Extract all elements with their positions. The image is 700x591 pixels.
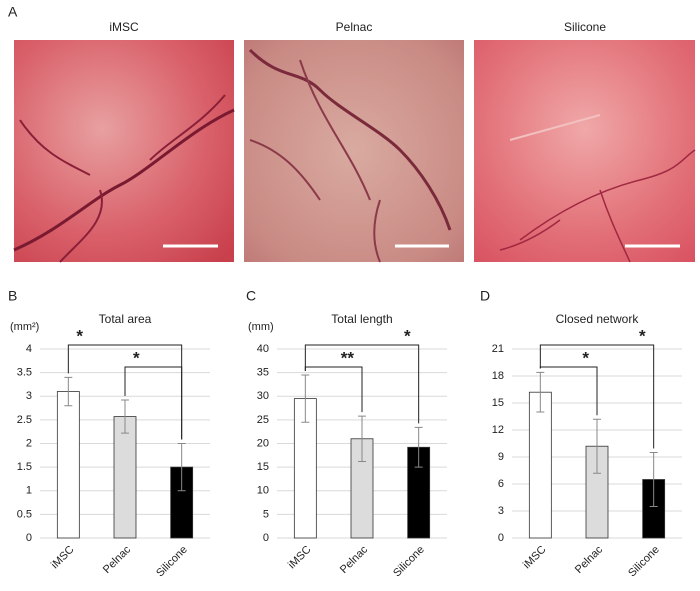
significance-label: * xyxy=(404,326,411,345)
error-bar xyxy=(414,426,423,468)
significance-bracket xyxy=(539,344,655,449)
x-tick-label: Silicone xyxy=(154,544,190,580)
chart-title: Total length xyxy=(331,312,392,326)
y-axis-label: (mm²) xyxy=(10,321,39,333)
panel-label: A xyxy=(8,4,18,20)
photo xyxy=(13,40,235,263)
bar xyxy=(56,391,80,539)
y-tick-label: 2 xyxy=(26,437,32,449)
y-tick-label: 25 xyxy=(257,414,269,426)
y-tick-label: 12 xyxy=(492,424,504,436)
y-tick-label: 10 xyxy=(257,485,269,497)
y-tick-label: 0 xyxy=(263,532,269,544)
x-tick-label: iMSC xyxy=(286,544,314,572)
x-tick-label: iMSC xyxy=(49,544,77,572)
significance-label: * xyxy=(133,348,140,367)
x-tick-label: Pelnac xyxy=(101,543,134,576)
photo-title: Pelnac xyxy=(336,20,373,34)
error-bar xyxy=(358,415,366,462)
y-tick-label: 1 xyxy=(26,485,32,497)
significance-label: * xyxy=(582,348,589,367)
x-tick-label: Pelnac xyxy=(573,543,606,576)
y-tick-label: 9 xyxy=(498,451,504,463)
y-tick-label: 4 xyxy=(26,343,32,355)
significance-bracket xyxy=(539,366,598,416)
photo-title: iMSC xyxy=(109,20,139,34)
y-tick-label: 21 xyxy=(492,343,504,355)
y-tick-label: 1.5 xyxy=(17,461,32,473)
photo xyxy=(474,40,696,263)
y-tick-label: 3 xyxy=(498,505,504,517)
significance-label: * xyxy=(76,326,83,345)
chart-title: Closed network xyxy=(556,312,640,326)
y-tick-label: 18 xyxy=(492,370,504,382)
y-tick-label: 3 xyxy=(26,390,32,402)
panel-label: D xyxy=(480,288,490,304)
bar xyxy=(113,416,137,539)
y-tick-label: 15 xyxy=(492,397,504,409)
panel-label: C xyxy=(246,288,256,304)
y-tick-label: 0 xyxy=(26,532,32,544)
error-bar xyxy=(177,443,186,492)
y-tick-label: 30 xyxy=(257,390,269,402)
x-tick-label: Silicone xyxy=(391,544,427,580)
error-bar xyxy=(301,374,310,423)
panel-label: B xyxy=(8,288,17,304)
y-tick-label: 35 xyxy=(257,367,269,379)
y-tick-label: 40 xyxy=(257,343,269,355)
error-bar xyxy=(64,376,73,407)
error-bar xyxy=(593,418,601,474)
error-bar xyxy=(649,452,658,507)
y-tick-label: 6 xyxy=(498,478,504,490)
bar xyxy=(528,391,552,539)
y-tick-label: 5 xyxy=(263,508,269,520)
y-tick-label: 2.5 xyxy=(17,414,32,426)
significance-bracket xyxy=(304,366,363,413)
chart-title: Total area xyxy=(99,312,152,326)
y-tick-label: 0 xyxy=(498,532,504,544)
y-tick-label: 3.5 xyxy=(17,367,32,379)
x-tick-label: Pelnac xyxy=(338,543,371,576)
x-tick-label: Silicone xyxy=(626,544,662,580)
error-bar xyxy=(121,399,129,434)
significance-bracket xyxy=(124,366,183,440)
significance-label: * xyxy=(639,326,646,345)
x-tick-label: iMSC xyxy=(521,544,549,572)
y-tick-label: 0.5 xyxy=(17,508,32,520)
y-tick-label: 15 xyxy=(257,461,269,473)
significance-bracket xyxy=(304,344,420,424)
photo xyxy=(244,40,464,263)
significance-label: ** xyxy=(341,348,355,367)
y-tick-label: 20 xyxy=(257,437,269,449)
y-axis-label: (mm) xyxy=(248,321,274,333)
photo-title: Silicone xyxy=(564,20,606,34)
error-bar xyxy=(536,371,545,413)
